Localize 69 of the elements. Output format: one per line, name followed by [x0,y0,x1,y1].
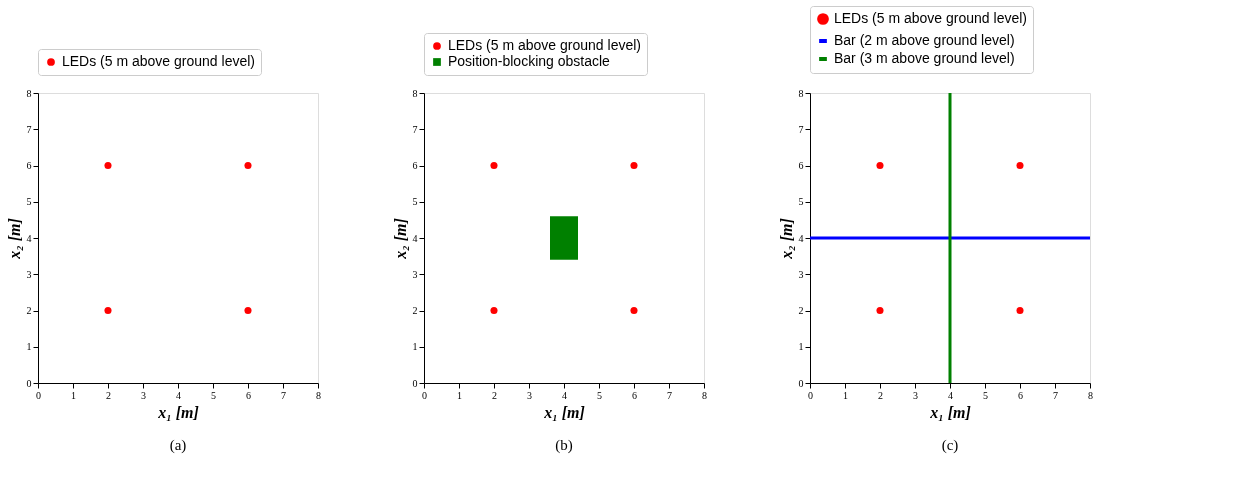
y-tick-label: 6 [798,160,804,171]
x-tick-label: 4 [176,389,181,401]
y-tick-label: 0 [26,377,32,389]
x-tick-label: 2 [492,389,497,401]
y-tick-label: 1 [798,341,804,353]
x-tick-label: 1 [71,389,76,401]
x-tick-label: 5 [983,389,988,401]
y-tick-label: 7 [26,123,32,135]
y-tick-label: 8 [412,87,418,99]
legend-label: Bar (3 m above ground level) [834,50,1015,66]
x-tick-label: 4 [562,389,567,401]
x-axis-title: x₁ [m] [929,403,971,421]
y-tick-label: 8 [798,87,804,99]
y-tick-label: 4 [412,232,418,244]
x-tick-label: 7 [281,389,286,401]
x-tick-label: 3 [527,389,532,401]
x-axis-title: x₁ [m] [157,403,199,421]
x-tick-label: 1 [457,389,462,401]
y-tick-label: 7 [798,123,804,135]
y-tick-label: 5 [798,196,804,208]
legend-label: LEDs (5 m above ground level) [62,53,255,69]
x-tick-label: 6 [1018,389,1023,401]
y-tick-label: 3 [798,268,804,280]
y-tick-label: 2 [26,305,32,316]
y-tick-label: 8 [26,87,32,99]
legend-label: LEDs (5 m above ground level) [834,10,1027,26]
legend-label: Bar (2 m above ground level) [834,32,1015,48]
y-tick-label: 5 [26,196,32,208]
y-tick-label: 7 [412,123,418,135]
y-tick-label: 1 [412,341,418,353]
y-tick-label: 0 [798,377,804,389]
x-tick-label: 4 [948,389,953,401]
y-tick-label: 3 [412,268,418,280]
x-tick-label: 1 [843,389,848,401]
x-tick-label: 0 [36,389,41,401]
text: (b) [555,437,573,454]
y-tick-label: 1 [26,341,32,353]
y-tick-label: 3 [26,268,32,280]
x-tick-label: 8 [702,389,707,401]
x-tick-label: 5 [597,389,602,401]
x-tick-label: 5 [211,389,216,401]
y-axis-title: x₂ [m] [391,218,409,260]
x-axis-title: x₁ [m] [543,403,585,421]
x-tick-label: 3 [913,389,918,401]
text: (c) [941,437,959,454]
y-tick-label: 6 [26,160,32,171]
x-tick-label: 0 [808,389,813,401]
x-tick-label: 6 [632,389,637,401]
y-axis-title: x₂ [m] [777,218,795,260]
x-tick-label: 7 [1053,389,1058,401]
x-tick-label: 0 [422,389,427,401]
text: (a) [169,437,187,454]
y-axis-title: x₂ [m] [5,218,23,260]
legend-label: Position-blocking obstacle [448,53,611,69]
x-tick-label: 3 [141,389,146,401]
x-tick-label: 8 [1088,389,1093,401]
y-tick-label: 5 [412,196,418,208]
y-tick-label: 6 [412,160,418,171]
x-tick-label: 6 [246,389,251,401]
x-tick-label: 8 [316,389,321,401]
x-tick-label: 7 [667,389,672,401]
legend-label: LEDs (5 m above ground level) [448,37,641,53]
y-tick-label: 2 [412,305,418,316]
x-tick-label: 2 [106,389,111,401]
y-tick-label: 4 [798,232,804,244]
y-tick-label: 4 [26,232,32,244]
y-tick-label: 2 [798,305,804,316]
x-tick-label: 2 [878,389,883,401]
y-tick-label: 0 [412,377,418,389]
